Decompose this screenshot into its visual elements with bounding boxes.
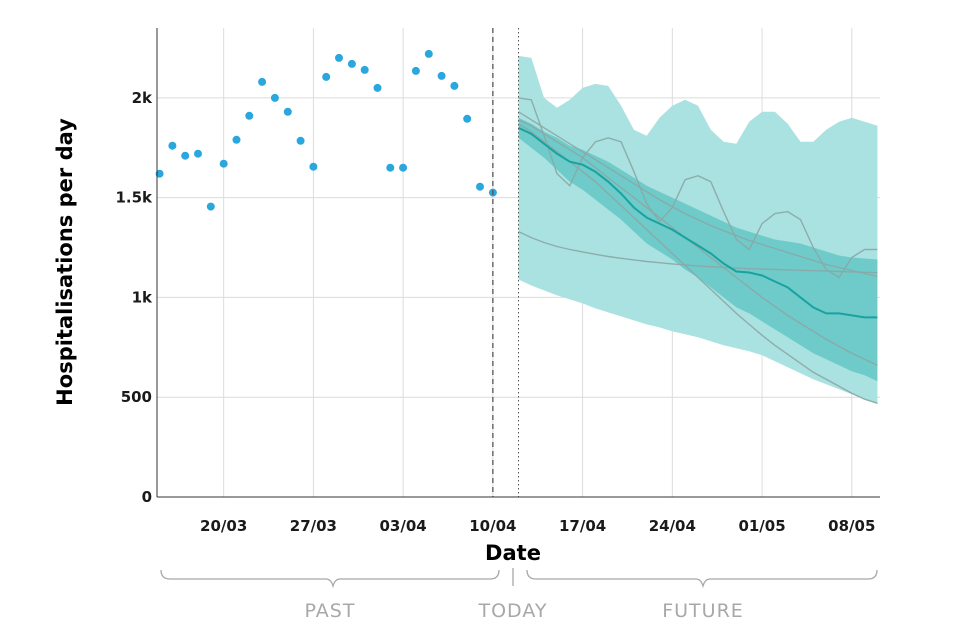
observed-point [168, 141, 177, 150]
x-tick-label: 24/04 [649, 517, 696, 535]
observed-point [347, 59, 356, 68]
x-tick-label: 01/05 [738, 517, 785, 535]
future-label: FUTURE [662, 600, 744, 622]
x-tick-label: 10/04 [469, 517, 516, 535]
forecast-median [518, 126, 878, 319]
observed-point [399, 163, 408, 172]
x-tick-label: 20/03 [200, 517, 247, 535]
median-forecast-line [518, 126, 878, 319]
observed-point [476, 182, 484, 191]
period-annotations: PAST TODAY FUTURE [160, 568, 878, 622]
observed-point [335, 53, 343, 62]
observed-point [309, 162, 318, 171]
axes [156, 28, 880, 498]
observed-point [206, 202, 215, 211]
observed-point [245, 111, 254, 120]
observed-points [155, 49, 497, 211]
y-axis-title: Hospitalisations per day [53, 118, 77, 406]
observed-point [181, 151, 190, 160]
observed-point [155, 169, 164, 178]
reference-lines [492, 28, 519, 497]
observed-point [360, 65, 369, 74]
forecast-sample-5-line [518, 119, 878, 366]
x-tick-label: 08/05 [828, 517, 875, 535]
tick-labels: 0 500 1k 1.5k 2k 20/03 27/03 03/04 10/04 17/04 24/… [115, 89, 875, 535]
y-tick-label: 0 [142, 488, 152, 506]
forecast-bands [518, 55, 878, 405]
y-tick-label: 1k [132, 288, 153, 306]
today-label: TODAY [478, 600, 548, 622]
forecast-sample-1-line [518, 97, 878, 279]
observed-point [450, 81, 459, 90]
observed-point [270, 93, 279, 102]
observed-point [194, 149, 202, 158]
observed-point [386, 163, 395, 172]
forecast-sample-2-line [518, 230, 878, 274]
y-tick-label: 1.5k [115, 189, 153, 207]
past-label: PAST [305, 600, 356, 622]
observed-point [296, 136, 305, 145]
observed-point [463, 114, 472, 123]
x-tick-label: 27/03 [290, 517, 337, 535]
observed-point [424, 49, 433, 58]
y-tick-label: 2k [132, 89, 153, 107]
y-tick-label: 500 [121, 388, 152, 406]
past-brace [160, 569, 500, 589]
observed-point [219, 159, 228, 168]
observed-point [232, 135, 241, 144]
observed-point [437, 71, 446, 80]
observed-point [283, 107, 292, 116]
observed-point [258, 77, 267, 86]
x-tick-label: 03/04 [380, 517, 427, 535]
forecast-sample-3-line [518, 111, 878, 278]
observed-point [411, 66, 420, 75]
forecast-samples [518, 97, 878, 404]
observed-point [322, 72, 331, 81]
forecast-sample-4-line [518, 123, 878, 404]
observed-point [373, 83, 382, 92]
x-tick-label: 17/04 [559, 517, 606, 535]
future-brace [526, 569, 878, 589]
x-axis-title: Date [485, 541, 541, 565]
